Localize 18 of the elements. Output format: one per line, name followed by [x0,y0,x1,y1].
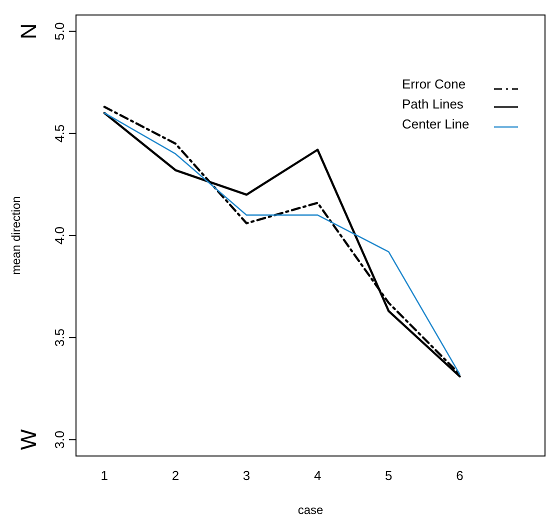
text: W [16,429,41,450]
x-tick-label: 3 [242,468,250,483]
x-tick-label: 2 [172,468,180,483]
x-axis-title: case [298,503,324,517]
x-tick-label: 6 [456,468,464,483]
y-axis-title: mean direction [9,196,23,275]
x-tick-label: 1 [100,468,108,483]
y-tick-label: 3.5 [52,328,67,347]
legend-label: Error Cone [402,76,466,92]
x-tick-label: 5 [385,468,392,483]
y-tick-label: 5.0 [52,22,67,40]
y-tick-label: 4.0 [52,226,67,245]
y-tick-label: 3.0 [52,430,67,449]
legend-label: Path Lines [402,96,464,112]
text: N [16,23,41,40]
x-tick-label: 4 [314,468,322,483]
legend-label: Center Line [402,116,470,132]
y-tick-label: 4.5 [52,124,67,142]
